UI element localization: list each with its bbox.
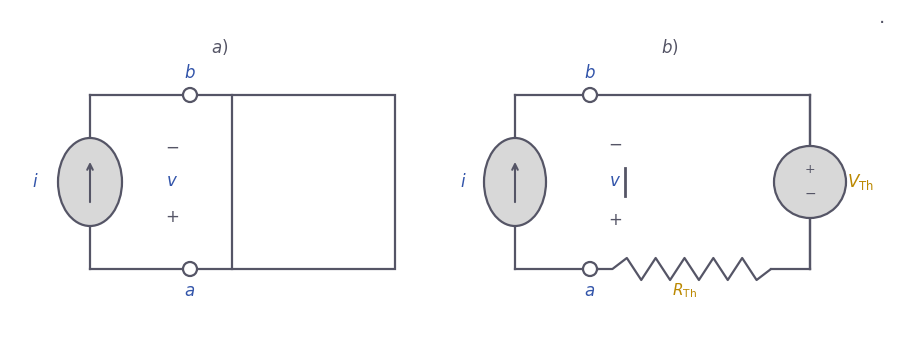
Text: $b$: $b$ (584, 64, 595, 82)
Text: $v$: $v$ (166, 174, 178, 191)
Text: $-$: $-$ (165, 138, 179, 156)
Ellipse shape (483, 138, 546, 226)
Text: $i$: $i$ (459, 173, 465, 191)
Text: $R_{\mathrm{Th}}$: $R_{\mathrm{Th}}$ (671, 282, 696, 301)
Text: $+$: $+$ (165, 208, 179, 226)
Text: $b)$: $b)$ (660, 37, 678, 57)
Text: $-$: $-$ (803, 186, 815, 200)
Circle shape (583, 88, 596, 102)
Text: .: . (878, 8, 884, 26)
Circle shape (773, 146, 845, 218)
Circle shape (583, 262, 596, 276)
Text: $b$: $b$ (184, 64, 196, 82)
Text: $+$: $+$ (804, 163, 815, 176)
Text: $+$: $+$ (607, 211, 621, 229)
Bar (232, 95, 394, 269)
Text: $i$: $i$ (32, 173, 38, 191)
Ellipse shape (58, 138, 122, 226)
Text: $a)$: $a)$ (211, 37, 228, 57)
Text: $-$: $-$ (607, 135, 621, 153)
Text: $a$: $a$ (584, 282, 595, 299)
Text: lineal: lineal (288, 159, 338, 177)
Text: $a$: $a$ (184, 282, 196, 299)
Text: Circuito: Circuito (277, 185, 350, 203)
Text: $V_{\mathrm{Th}}$: $V_{\mathrm{Th}}$ (846, 172, 872, 192)
Circle shape (183, 262, 197, 276)
Text: $v$: $v$ (608, 174, 621, 191)
Circle shape (183, 88, 197, 102)
